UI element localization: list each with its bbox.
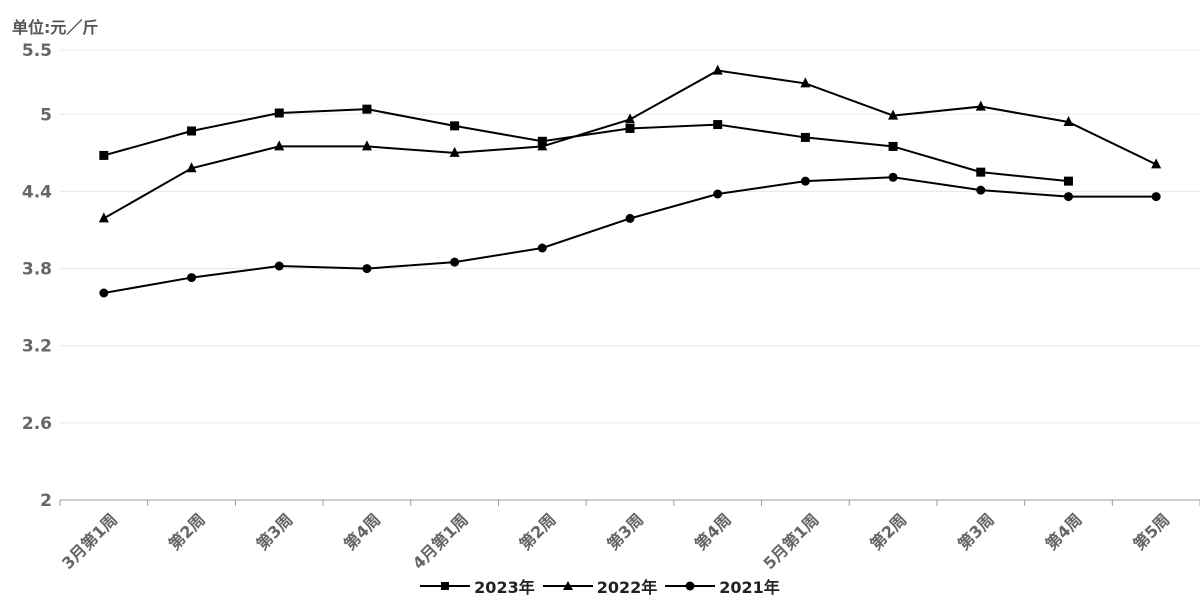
- x-tick-label: 4月第1周: [409, 510, 472, 573]
- legend: 2023年 2022年 2021年: [0, 574, 1200, 598]
- legend-label: 2021年: [719, 578, 780, 597]
- data-point-triangle: [1063, 116, 1074, 126]
- series-line-2023年: [103, 108, 1069, 183]
- data-point-square: [625, 123, 635, 133]
- x-tick-label: 5月第1周: [760, 510, 823, 573]
- data-point-square: [187, 126, 197, 136]
- data-point-square: [888, 141, 898, 151]
- data-point-triangle: [186, 162, 197, 173]
- data-point-triangle: [888, 109, 899, 120]
- legend-label: 2023年: [474, 578, 535, 597]
- data-point-triangle: [1151, 158, 1162, 169]
- data-point-circle: [537, 243, 547, 253]
- x-tick-label: 3月第1周: [58, 510, 121, 573]
- data-point-circle: [99, 288, 109, 298]
- legend-label: 2022年: [596, 578, 658, 597]
- data-point-circle: [1063, 192, 1073, 202]
- x-tick-label: 第2周: [516, 510, 560, 554]
- y-tick-label: 2.6: [22, 414, 52, 434]
- data-point-triangle: [800, 77, 811, 88]
- x-tick-label: 第2周: [866, 510, 910, 554]
- data-point-square: [362, 104, 372, 114]
- data-point-circle: [976, 185, 986, 195]
- data-point-circle: [625, 213, 635, 223]
- data-point-square: [99, 150, 109, 160]
- data-point-circle: [362, 264, 372, 274]
- series-line-2021年: [103, 176, 1157, 294]
- data-point-triangle: [98, 212, 109, 223]
- data-point-triangle: [537, 140, 548, 151]
- x-tick-label: 第4周: [1042, 510, 1086, 554]
- series-line-2022年: [103, 69, 1157, 220]
- legend-item-2022[interactable]: 2022年: [542, 574, 658, 598]
- x-tick-label: 第3周: [954, 510, 998, 554]
- y-tick-label: 4.4: [22, 182, 52, 202]
- data-point-square: [976, 167, 986, 177]
- x-tick-label: 第2周: [165, 510, 209, 554]
- data-point-circle: [888, 172, 898, 182]
- data-point-circle: [800, 176, 810, 186]
- y-tick-label: 5.5: [22, 41, 52, 61]
- square-marker-icon: [420, 582, 471, 590]
- x-tick-label: 第4周: [691, 510, 735, 554]
- y-tick-label: 3.8: [22, 260, 52, 280]
- x-tick-label: 第5周: [1130, 510, 1174, 554]
- triangle-marker-icon: [542, 581, 593, 590]
- data-point-circle: [274, 261, 284, 271]
- circle-marker-icon: [665, 581, 716, 591]
- data-point-triangle: [274, 140, 285, 151]
- data-point-triangle: [449, 146, 460, 157]
- legend-item-2023[interactable]: 2023年: [420, 574, 535, 598]
- y-tick-label: 5: [40, 105, 52, 125]
- data-point-circle: [713, 189, 723, 199]
- x-tick-label: 第3周: [253, 510, 297, 554]
- x-tick-label: 第4周: [340, 510, 384, 554]
- data-point-circle: [187, 273, 197, 283]
- legend-item-2021[interactable]: 2021年: [665, 574, 780, 598]
- y-tick-label: 2: [40, 491, 52, 511]
- data-point-square: [800, 132, 810, 142]
- data-point-square: [713, 120, 723, 130]
- data-point-triangle: [625, 113, 635, 124]
- data-point-square: [1063, 176, 1073, 186]
- data-point-square: [274, 108, 284, 118]
- data-point-triangle: [361, 140, 372, 151]
- y-tick-label: 3.2: [22, 337, 52, 357]
- data-point-circle: [1151, 192, 1161, 202]
- unit-label: 单位:元／斤: [12, 18, 99, 37]
- data-point-square: [450, 121, 460, 131]
- x-tick-label: 第3周: [603, 510, 647, 554]
- data-point-triangle: [975, 100, 986, 111]
- data-point-triangle: [712, 64, 723, 75]
- data-point-circle: [450, 257, 460, 267]
